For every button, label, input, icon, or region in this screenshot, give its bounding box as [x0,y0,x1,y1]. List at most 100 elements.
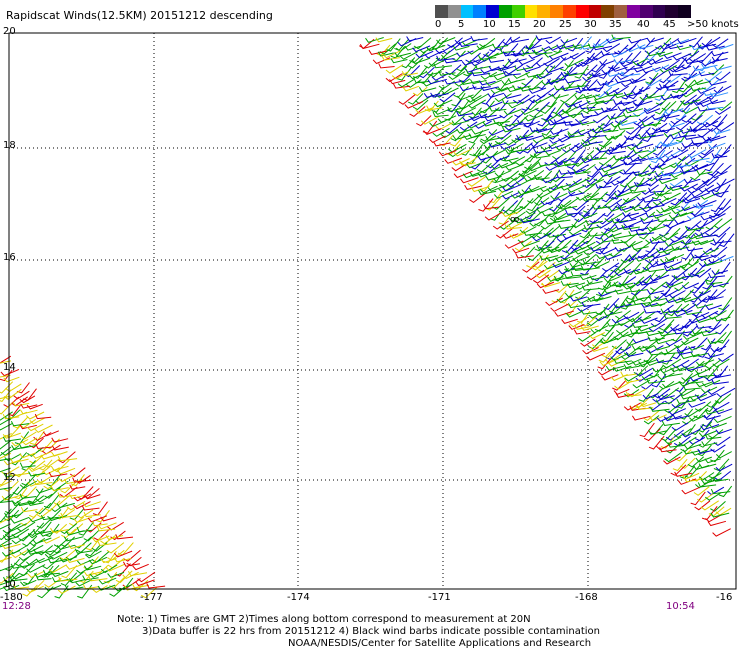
wind-barb [584,195,604,201]
wind-barb [459,160,476,166]
wind-barb [678,79,696,93]
wind-barb [587,132,607,138]
wind-barb [146,583,166,589]
wind-barb [66,500,86,511]
wind-barb [582,232,598,245]
wind-barb [662,246,681,255]
wind-barb [574,66,589,79]
wind-barb [96,525,116,532]
wind-barb [529,218,547,227]
wind-barb [501,191,520,200]
legend-swatch [562,5,576,18]
wind-barb [549,116,568,125]
wind-barb [592,128,611,134]
wind-barb [586,178,605,186]
wind-barb [529,149,546,159]
wind-barb [432,111,449,118]
wind-barb [639,422,655,438]
wind-barb [641,374,660,381]
wind-barb [635,372,654,382]
wind-barb [670,149,689,159]
wind-barb [676,349,694,356]
wind-barb [27,500,44,506]
wind-barb [58,576,78,582]
wind-barb [634,163,652,177]
wind-barb [33,548,53,555]
wind-barb [665,184,683,190]
wind-barb [508,101,525,109]
wind-barb [571,220,588,229]
wind-barb [663,38,680,47]
wind-barb [586,85,604,92]
wind-barb [488,129,505,136]
wind-barb [36,508,53,518]
wind-barb [651,122,668,132]
wind-barb [28,495,45,505]
wind-barb [0,368,20,377]
wind-barb [489,206,505,221]
wind-barb [706,396,723,408]
lon-label-171: -171 [428,592,451,603]
wind-barb [626,122,644,135]
wind-barb [608,281,627,287]
wind-barb [610,374,628,382]
wind-barb [426,105,443,111]
wind-barb [533,49,553,55]
wind-barb [493,177,510,183]
wind-barb [710,51,729,57]
wind-barb [654,289,670,300]
wind-barb [692,65,710,71]
wind-barb [76,509,94,519]
wind-barb [554,239,572,253]
wind-barb [608,162,627,169]
wind-barb [32,529,52,535]
wind-barb [443,58,463,64]
wind-barb [581,64,598,77]
wind-barb [650,317,669,328]
wind-barb [585,38,601,53]
wind-barb [638,133,657,139]
wind-barb [712,358,730,368]
wind-barb [681,316,698,329]
wind-barb [643,108,661,115]
wind-barb [622,281,642,290]
wind-barb [646,289,665,295]
wind-barb [429,120,446,128]
wind-barb [687,114,703,125]
wind-barb [710,512,730,518]
wind-barb [710,282,729,288]
wind-barb [682,282,700,290]
wind-barb [599,59,616,66]
wind-barb [663,313,682,319]
wind-barb [476,162,492,173]
wind-barb [537,114,552,127]
wind-barb [590,346,609,352]
wind-barb [544,50,563,58]
land-marker: ꝏ [510,215,519,225]
wind-barb [556,295,573,304]
wind-barb [643,308,661,314]
wind-barb [580,265,600,271]
wind-barb [606,37,624,44]
wind-barb [608,268,625,279]
wind-barb [54,585,69,599]
wind-barb [654,87,670,101]
wind-barb [454,37,472,45]
wind-barb [58,474,76,483]
wind-barb [697,393,717,402]
wind-barb [58,509,76,519]
wind-barb [676,366,695,372]
wind-barb [413,37,432,50]
wind-barb [127,570,148,577]
wind-barb [580,325,599,331]
wind-barb [435,44,455,55]
wind-barb [504,64,523,75]
wind-barb [514,240,532,252]
wind-barb [586,99,605,105]
wind-barb [660,155,678,164]
wind-barb [568,317,588,328]
legend-label-15: 15 [508,19,521,30]
wind-barb [539,185,556,193]
wind-barb [582,346,599,355]
wind-barb [718,275,733,288]
